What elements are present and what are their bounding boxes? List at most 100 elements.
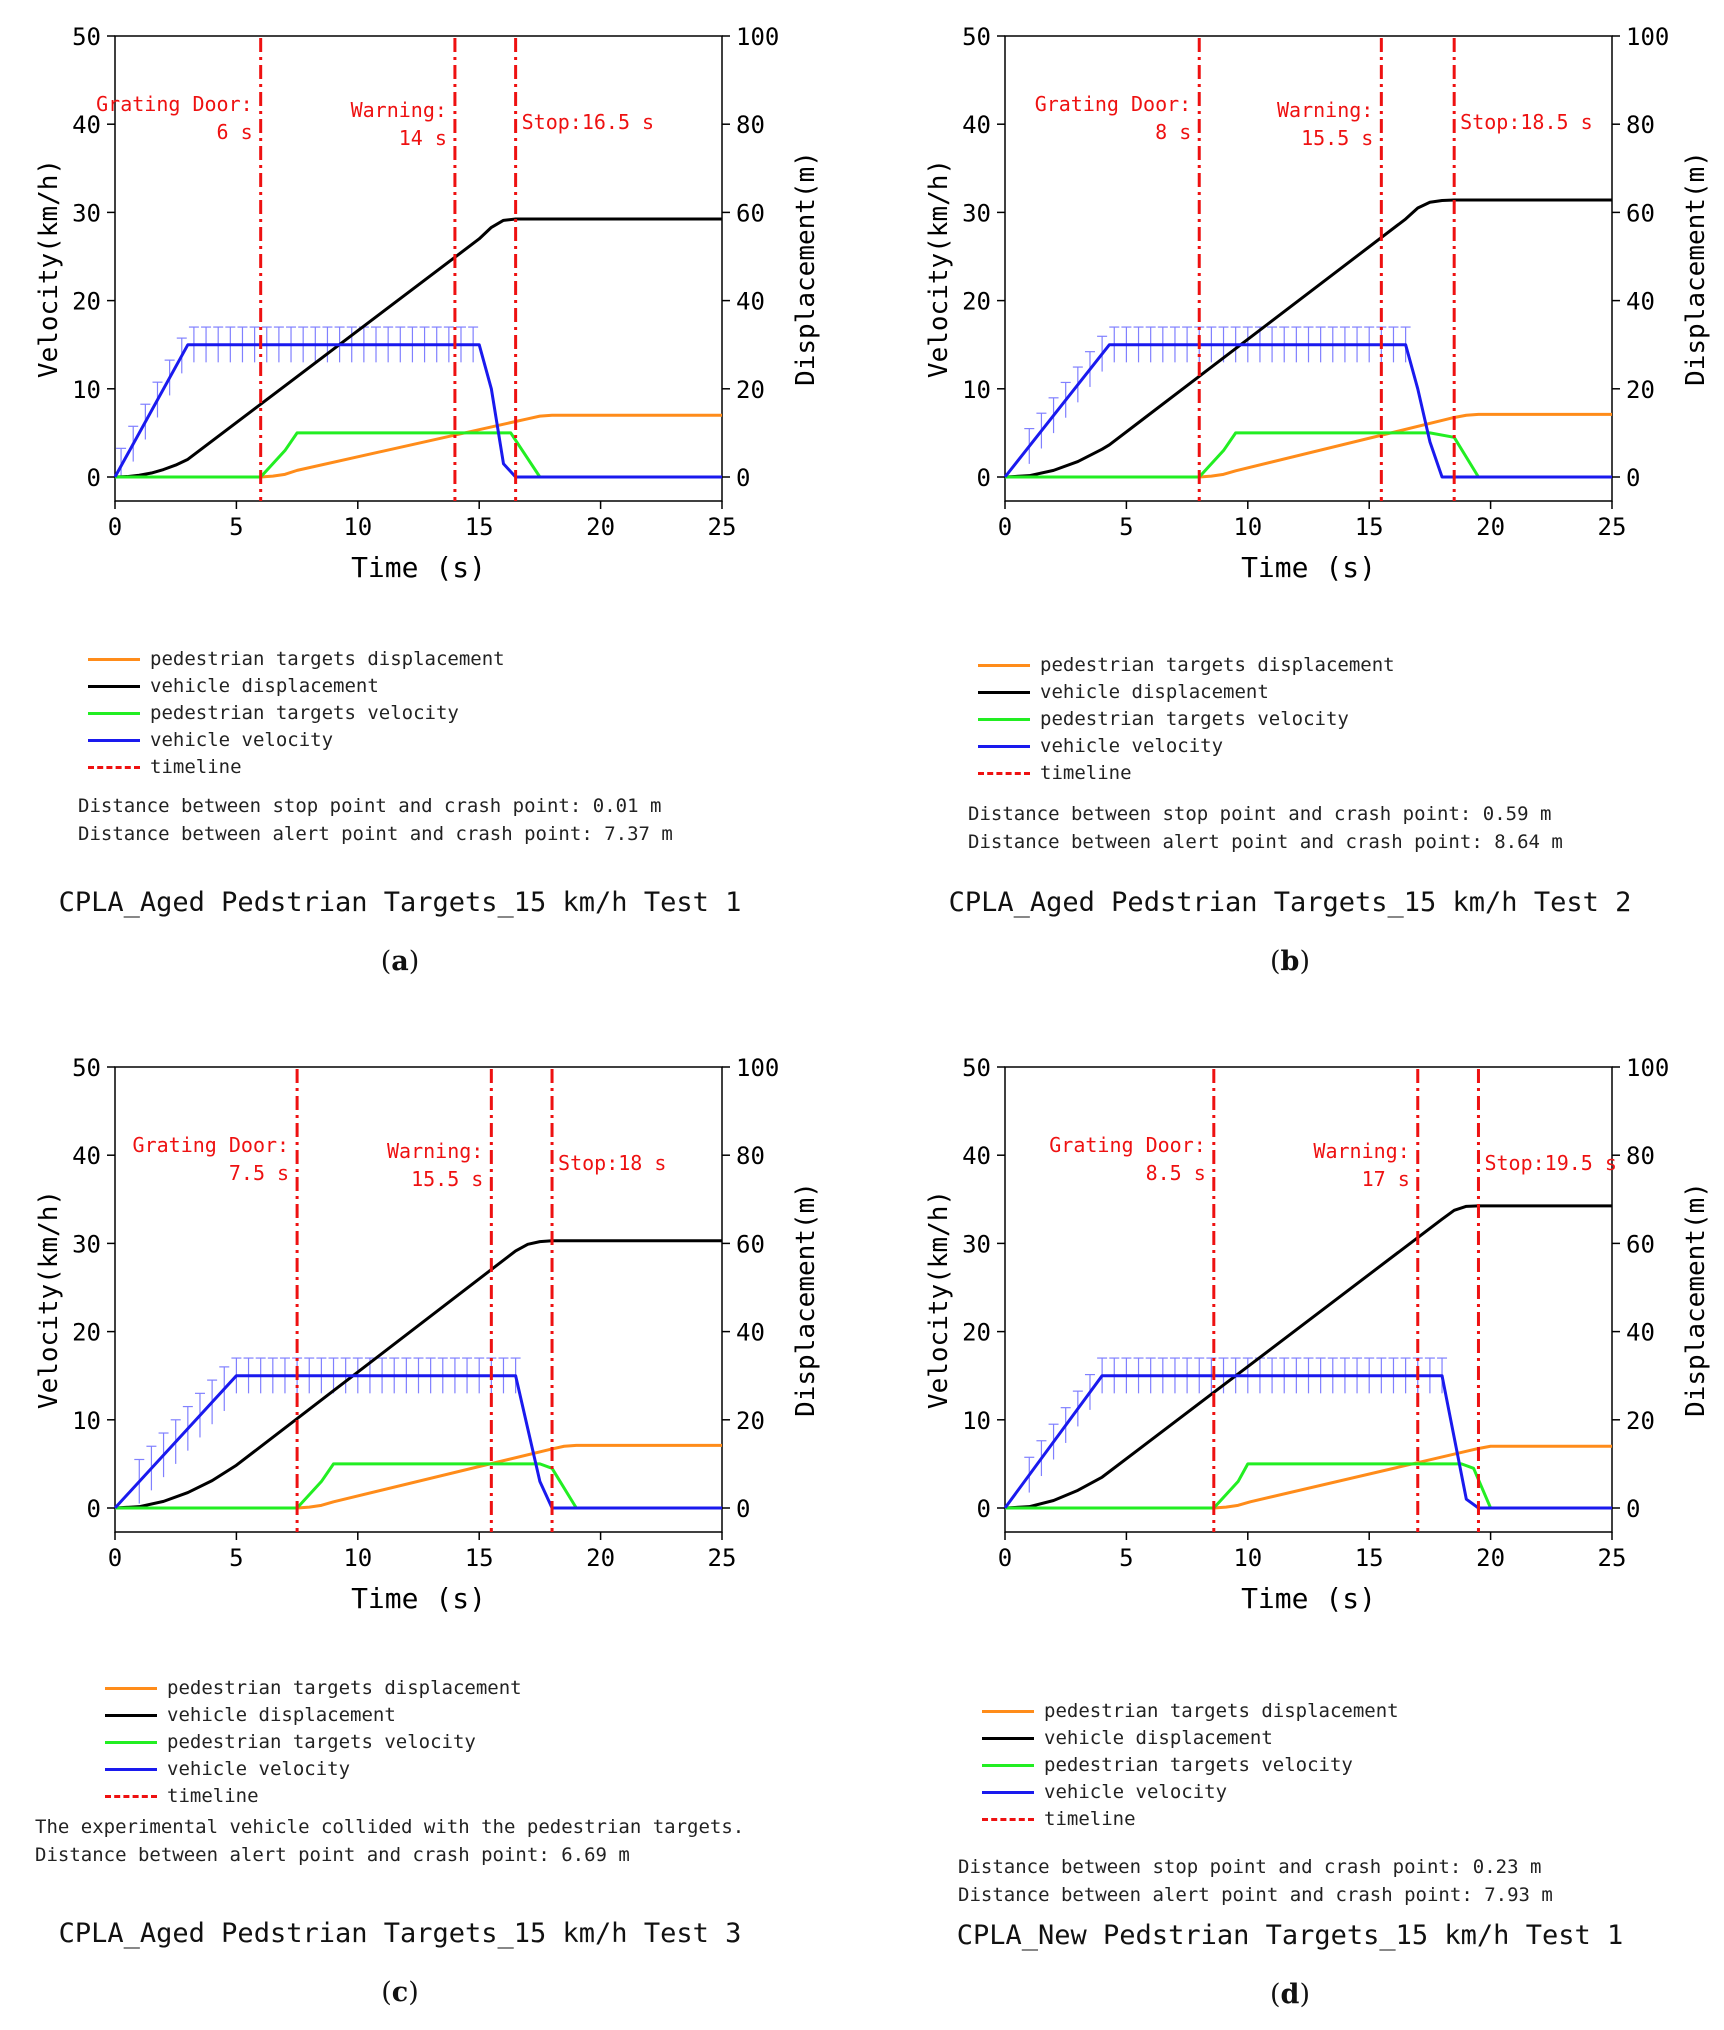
legend-ped-vel: pedestrian targets velocity — [1040, 708, 1349, 730]
x-tick-label: 20 — [586, 1544, 615, 1572]
panel-label-c: (c) — [381, 1977, 419, 2008]
y-left-tick-label: 20 — [962, 288, 991, 316]
legend-veh-disp: vehicle displacement — [1040, 681, 1269, 703]
event-time-grating-door: 6 s — [217, 120, 253, 144]
notes-d: Distance between stop point and crash po… — [958, 1853, 1553, 1909]
event-time-grating-door: 8.5 s — [1146, 1161, 1206, 1185]
x-tick-label: 0 — [998, 513, 1012, 541]
panel-c: 0 5 10 15 20 25 0 10 20 30 40 50 0 20 40 60 80 100 Time (s… — [0, 1015, 862, 2030]
legend-swatch-ped-disp — [88, 658, 140, 661]
x-tick-label: 0 — [108, 1544, 122, 1572]
note-alert-distance: Distance between alert point and crash p… — [968, 831, 1563, 853]
x-tick-label: 5 — [1119, 1544, 1133, 1572]
series-line-vehicle-velocity — [1003, 343, 1612, 479]
x-tick-label: 20 — [586, 513, 615, 541]
legend-swatch-ped-disp — [978, 664, 1030, 667]
y-right-tick-label: 80 — [736, 1142, 765, 1170]
panel-d: 0 5 10 15 20 25 0 10 20 30 40 50 0 20 40 60 80 100 Time (s… — [890, 1015, 1724, 2030]
y-left-tick-label: 0 — [87, 464, 101, 492]
plot-frame — [1004, 1066, 1613, 1533]
y-left-tick-label: 30 — [72, 1230, 101, 1258]
legend-veh-disp: vehicle displacement — [167, 1704, 396, 1726]
legend-veh-disp: vehicle displacement — [1044, 1727, 1273, 1749]
y-left-axis-label: Velocity(km/h) — [924, 1190, 954, 1409]
event-label-grating-door: Grating Door: — [1035, 92, 1192, 116]
x-tick-label: 25 — [1598, 1544, 1627, 1572]
y-left-tick-label: 20 — [962, 1319, 991, 1347]
chart-d: 0 5 10 15 20 25 0 10 20 30 40 50 0 20 40 60 80 100 Time (s… — [924, 1054, 1711, 1615]
y-right-tick-label: 80 — [1626, 111, 1655, 139]
y-right-tick-label: 60 — [1626, 199, 1655, 227]
y-right-tick-label: 20 — [1626, 376, 1655, 404]
y-left-axis-label: Velocity(km/h) — [924, 159, 954, 378]
event-label-grating-door: Grating Door: — [96, 92, 253, 116]
legend-d: pedestrian targets displacement vehicle … — [982, 1698, 1399, 1833]
series-line-pedestrian-displacement — [1005, 412, 1612, 479]
x-tick-label: 25 — [708, 513, 737, 541]
note-collision: The experimental vehicle collided with t… — [35, 1816, 745, 1838]
x-tick-label: 10 — [343, 1544, 372, 1572]
panel-title-d: CPLA_New Pedstrian Targets_15 km/h Test … — [956, 1920, 1624, 1951]
legend-swatch-ped-vel — [105, 1741, 157, 1744]
x-tick-label: 5 — [1119, 513, 1133, 541]
y-left-axis-label: Velocity(km/h) — [34, 1190, 64, 1409]
y-left-tick-label: 50 — [72, 23, 101, 51]
y-left-tick-label: 20 — [72, 288, 101, 316]
y-right-tick-label: 40 — [1626, 1319, 1655, 1347]
event-label-stop: Stop:16.5 s — [522, 110, 654, 134]
x-tick-label: 15 — [465, 1544, 494, 1572]
y-left-tick-label: 30 — [72, 199, 101, 227]
series-line-pedestrian-velocity — [115, 431, 722, 479]
event-label-grating-door: Grating Door: — [133, 1133, 290, 1157]
y-left-tick-label: 40 — [962, 1142, 991, 1170]
y-right-tick-label: 100 — [1626, 23, 1669, 51]
note-alert-distance: Distance between alert point and crash p… — [35, 1844, 630, 1866]
legend-swatch-ped-vel — [88, 712, 140, 715]
legend-swatch-timeline — [978, 772, 1030, 775]
panel-title-c: CPLA_Aged Pedstrian Targets_15 km/h Test… — [58, 1918, 742, 1949]
legend-swatch-veh-vel — [88, 739, 140, 742]
note-alert-distance: Distance between alert point and crash p… — [958, 1884, 1553, 1906]
legend-swatch-timeline — [105, 1795, 157, 1798]
y-right-tick-label: 60 — [1626, 1230, 1655, 1258]
y-left-tick-label: 40 — [962, 111, 991, 139]
plot-frame — [1004, 35, 1613, 502]
y-right-tick-label: 0 — [736, 464, 750, 492]
legend-veh-vel: vehicle velocity — [1040, 735, 1224, 757]
panel-letter-a: a — [391, 946, 409, 977]
plot-frame — [114, 1066, 723, 1533]
event-label-warning: Warning: — [1313, 1139, 1409, 1163]
series-line-pedestrian-velocity — [1005, 1462, 1612, 1510]
legend-ped-vel: pedestrian targets velocity — [150, 702, 459, 724]
y-right-tick-label: 40 — [736, 288, 765, 316]
legend-swatch-ped-disp — [105, 1687, 157, 1690]
y-right-axis-label: Displacement(m) — [1681, 151, 1711, 386]
legend-veh-vel: vehicle velocity — [1044, 1781, 1228, 1803]
x-tick-label: 0 — [108, 513, 122, 541]
series-line-pedestrian-velocity — [115, 1462, 722, 1510]
notes-b: Distance between stop point and crash po… — [968, 800, 1563, 856]
y-left-tick-label: 10 — [962, 1407, 991, 1435]
legend-ped-vel: pedestrian targets velocity — [1044, 1754, 1353, 1776]
y-left-tick-label: 0 — [977, 1495, 991, 1523]
y-left-tick-label: 10 — [72, 1407, 101, 1435]
event-time-grating-door: 8 s — [1155, 120, 1191, 144]
legend-swatch-veh-vel — [978, 745, 1030, 748]
y-left-tick-label: 50 — [962, 23, 991, 51]
x-tick-label: 15 — [465, 513, 494, 541]
legend-veh-vel: vehicle velocity — [167, 1758, 351, 1780]
legend-b: pedestrian targets displacement vehicle … — [978, 652, 1395, 787]
y-right-tick-label: 80 — [1626, 1142, 1655, 1170]
y-left-tick-label: 50 — [962, 1054, 991, 1082]
note-alert-distance: Distance between alert point and crash p… — [78, 823, 673, 845]
x-tick-label: 10 — [1233, 1544, 1262, 1572]
y-left-tick-label: 10 — [962, 376, 991, 404]
x-axis-label: Time (s) — [351, 551, 486, 584]
notes-a: Distance between stop point and crash po… — [78, 792, 673, 848]
x-axis-label: Time (s) — [351, 1582, 486, 1615]
y-right-tick-label: 60 — [736, 1230, 765, 1258]
legend-swatch-veh-disp — [982, 1737, 1034, 1740]
series-line-vehicle-displacement — [1004, 1204, 1612, 1510]
legend-timeline: timeline — [150, 756, 242, 778]
legend-swatch-timeline — [88, 766, 140, 769]
